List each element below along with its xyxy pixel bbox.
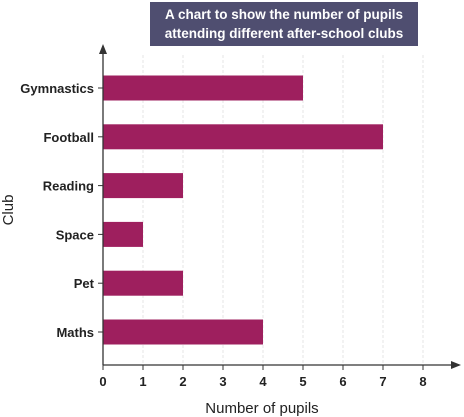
labels: 0 1 2 3 4 5 6 7 8 Gymnastics Football Reading Space P… bbox=[20, 81, 426, 389]
x-tick-label-4: 4 bbox=[259, 374, 267, 389]
chart-title: A chart to show the number of pupils att… bbox=[150, 2, 418, 46]
x-tick-label-1: 1 bbox=[139, 374, 146, 389]
bar-maths bbox=[103, 319, 263, 345]
bar-gymnastics bbox=[103, 75, 303, 101]
x-tick-label-2: 2 bbox=[179, 374, 186, 389]
gridlines bbox=[142, 55, 424, 365]
chart-title-line-1: A chart to show the number of pupils bbox=[164, 7, 403, 22]
category-label-gymnastics: Gymnastics bbox=[20, 81, 94, 96]
bar-space bbox=[103, 221, 143, 247]
x-tick-label-8: 8 bbox=[419, 374, 426, 389]
category-label-space: Space bbox=[56, 227, 94, 242]
x-tick-label-3: 3 bbox=[219, 374, 226, 389]
x-tick-label-5: 5 bbox=[299, 374, 306, 389]
category-label-pet: Pet bbox=[74, 276, 95, 291]
bar-reading bbox=[103, 173, 183, 199]
category-label-football: Football bbox=[43, 130, 94, 145]
x-tick-label-7: 7 bbox=[379, 374, 386, 389]
x-axis-arrow bbox=[451, 361, 461, 369]
x-tick-label-6: 6 bbox=[339, 374, 346, 389]
x-axis-title: Number of pupils bbox=[205, 400, 318, 417]
y-axis-title: Club bbox=[0, 195, 17, 226]
category-label-maths: Maths bbox=[56, 325, 94, 340]
chart-title-line-2: attending different after-school clubs bbox=[164, 26, 404, 41]
bars bbox=[103, 75, 383, 345]
bar-football bbox=[103, 124, 383, 150]
axes bbox=[98, 44, 461, 370]
y-axis-arrow bbox=[99, 44, 107, 54]
x-tick-label-0: 0 bbox=[99, 374, 106, 389]
bar-pet bbox=[103, 270, 183, 296]
category-label-reading: Reading bbox=[43, 179, 94, 194]
